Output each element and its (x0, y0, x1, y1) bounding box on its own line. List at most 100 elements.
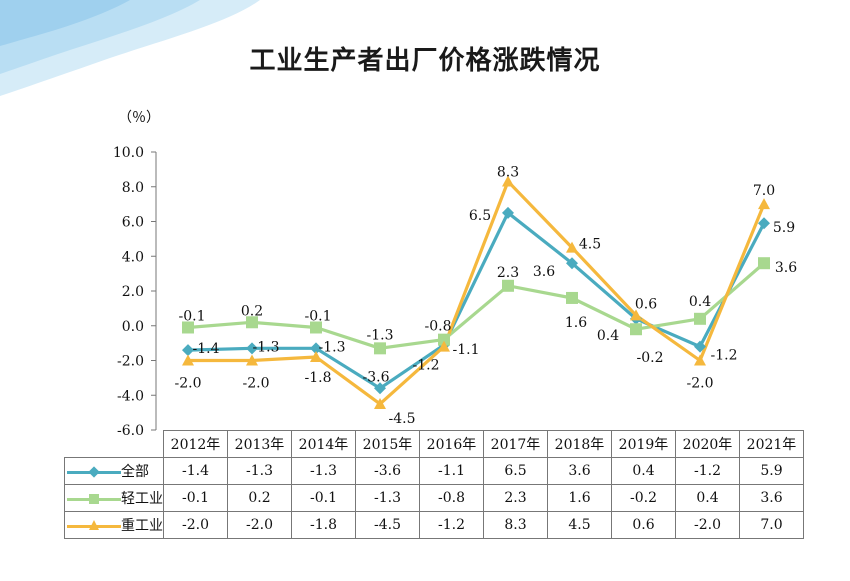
table-cell: -2.0 (675, 511, 740, 539)
table-cell: -3.6 (355, 457, 420, 485)
y-axis-unit-label: （％） (118, 110, 160, 126)
table-cell: -1.8 (291, 511, 356, 539)
marker-heavy (566, 241, 578, 253)
table-cell: -1.3 (291, 457, 356, 485)
x-tick-label: 2018年 (547, 430, 612, 458)
table-cell: -4.5 (355, 511, 420, 539)
x-tick-label: 2015年 (355, 430, 420, 458)
table-cell: -1.3 (355, 484, 420, 512)
x-tick-label: 2013年 (227, 430, 292, 458)
legend-entry-light: 轻工业 (64, 484, 164, 512)
series-markers (182, 175, 770, 409)
marker-heavy (502, 175, 514, 187)
table-row: 重工业 -2.0 -2.0 -1.8 -4.5 -1.2 8.3 4.5 0.6 -2.0 7.0 (64, 511, 804, 539)
table-cell: 7.0 (739, 511, 804, 539)
y-tick-label: -2.0 (117, 354, 144, 370)
legend-label: 全部 (121, 464, 149, 480)
marker-light (566, 291, 578, 304)
data-label-light: 1.6 (565, 315, 587, 331)
marker-light (310, 321, 322, 334)
data-label-all: -1.1 (453, 342, 480, 358)
marker-heavy (310, 351, 322, 363)
data-label-light: 3.6 (775, 260, 797, 276)
table-corner (64, 430, 164, 458)
data-label-all: -1.2 (711, 348, 738, 364)
table-cell: 3.6 (547, 457, 612, 485)
x-tick-label: 2017年 (483, 430, 548, 458)
data-label-all: 6.5 (469, 208, 491, 224)
data-label-heavy: -4.5 (389, 411, 416, 427)
x-tick-label: 2014年 (291, 430, 356, 458)
table-row: 全部 -1.4 -1.3 -1.3 -3.6 -1.1 6.5 3.6 0.4 -1.2 5.9 (64, 457, 804, 485)
table-cell: -1.2 (675, 457, 740, 485)
marker-light (502, 279, 514, 292)
table-cell: -0.1 (291, 484, 356, 512)
table-cell: -0.8 (419, 484, 484, 512)
legend-entry-heavy: 重工业 (64, 511, 164, 539)
table-cell: 2.3 (483, 484, 548, 512)
table-cell: 0.2 (227, 484, 292, 512)
y-tick-label: 10.0 (113, 145, 144, 161)
data-label-light: 0.4 (689, 294, 711, 310)
data-label-light: -0.1 (179, 308, 206, 324)
marker-all (502, 206, 514, 219)
legend-key-all (67, 466, 121, 478)
y-axis: -6.0-4.0-2.00.02.04.06.08.010.0 (113, 145, 157, 439)
table-cell: 0.4 (675, 484, 740, 512)
data-labels: -1.4 -1.3 -1.3 -3.6 -1.1 6.5 3.6 0.4 -1.2 5.9 -0.1… (175, 165, 798, 427)
data-label-heavy: -2.0 (243, 376, 270, 392)
x-tick-label: 2021年 (739, 430, 804, 458)
data-label-light: -0.8 (425, 319, 452, 335)
decorative-wave-background (0, 0, 260, 96)
series-line-heavy (188, 179, 766, 406)
data-label-light: 2.3 (497, 265, 519, 281)
data-label-heavy: -1.2 (413, 358, 440, 374)
table-cell: 4.5 (547, 511, 612, 539)
table-cell: -1.1 (419, 457, 484, 485)
data-label-all: 0.4 (597, 328, 619, 344)
data-label-light: -1.3 (367, 327, 394, 343)
table-cell: -0.1 (163, 484, 228, 512)
data-label-all: 5.9 (773, 220, 795, 236)
table-cell: 0.6 (611, 511, 676, 539)
table-row: 轻工业 -0.1 0.2 -0.1 -1.3 -0.8 2.3 1.6 -0.2 0.4 3.6 (64, 484, 804, 512)
table-cell: -0.2 (611, 484, 676, 512)
data-label-heavy: -1.8 (305, 370, 332, 386)
series-lines (187, 179, 766, 406)
y-tick-label: 2.0 (122, 284, 144, 300)
marker-light (758, 257, 770, 270)
chart-title: 工业生产者出厂价格涨跌情况 (249, 46, 601, 76)
marker-all (758, 217, 770, 230)
series-line-all (187, 211, 766, 390)
y-tick-label: 6.0 (122, 215, 144, 231)
data-label-heavy: 7.0 (753, 183, 775, 199)
marker-light (374, 342, 386, 355)
data-label-all: -3.6 (363, 369, 390, 385)
data-label-all: -1.3 (319, 339, 346, 355)
table-cell: -2.0 (163, 511, 228, 539)
marker-all (374, 382, 386, 395)
table-cell: 3.6 (739, 484, 804, 512)
data-label-all: -1.3 (253, 339, 280, 355)
y-tick-label: 4.0 (122, 249, 144, 265)
table-cell: 8.3 (483, 511, 548, 539)
data-label-heavy: 8.3 (497, 165, 519, 181)
legend-label: 重工业 (121, 518, 163, 534)
data-label-heavy: -2.0 (687, 376, 714, 392)
y-tick-label: -4.0 (117, 388, 144, 404)
marker-heavy (374, 397, 386, 409)
marker-all (310, 342, 322, 355)
legend-key-light (67, 493, 121, 505)
marker-heavy (630, 309, 642, 321)
marker-heavy (694, 354, 706, 366)
data-label-heavy: -2.0 (175, 376, 202, 392)
x-tick-label: 2020年 (675, 430, 740, 458)
data-label-light: 0.2 (241, 303, 263, 319)
marker-all (246, 342, 258, 355)
series-line-light (187, 261, 766, 350)
table-cell: 6.5 (483, 457, 548, 485)
x-tick-label: 2016年 (419, 430, 484, 458)
legend-label: 轻工业 (121, 491, 163, 507)
marker-all (566, 257, 578, 270)
